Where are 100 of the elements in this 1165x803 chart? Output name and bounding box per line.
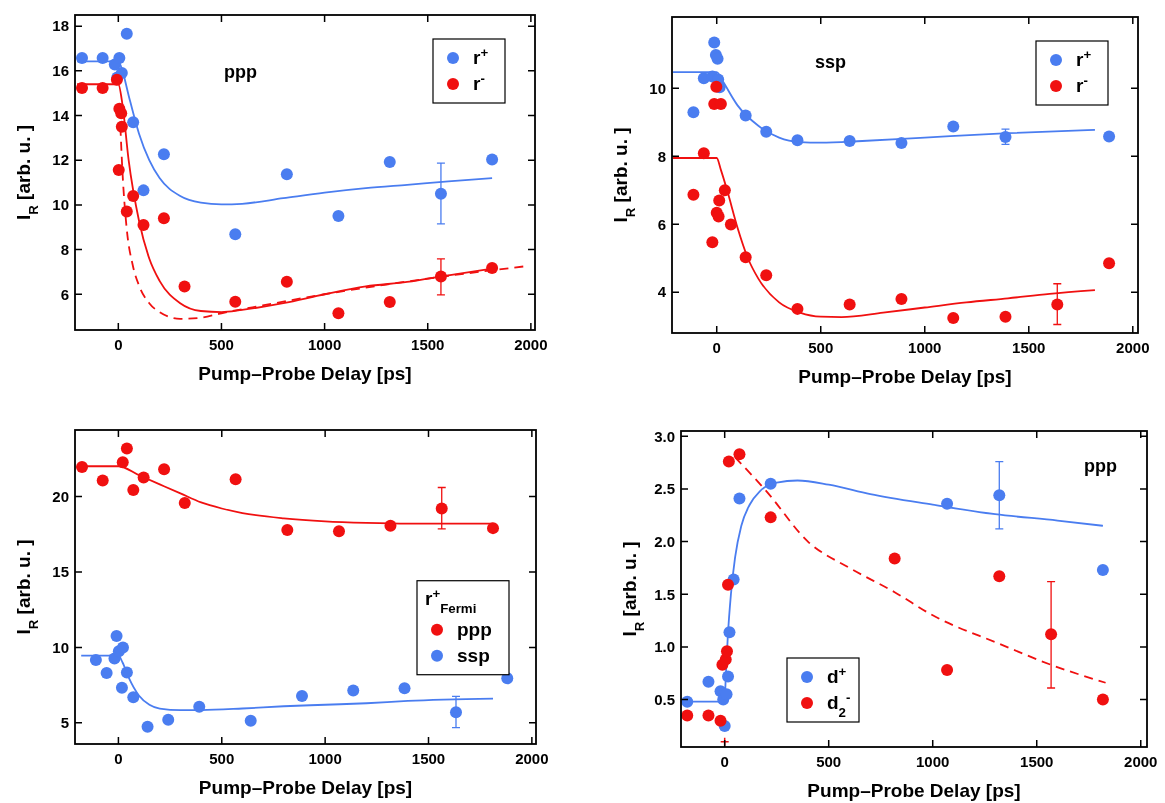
y-tick-label: 8 (657, 147, 666, 165)
point (141, 720, 154, 733)
point (702, 709, 715, 722)
point (281, 524, 294, 537)
point (280, 275, 293, 288)
x-tick-label: 1000 (908, 339, 942, 356)
y-tick-label: 12 (52, 151, 69, 169)
point (718, 184, 731, 197)
point (178, 496, 191, 509)
point (384, 519, 397, 532)
point (687, 188, 700, 201)
point (229, 295, 242, 308)
point (1103, 257, 1116, 270)
point (487, 522, 499, 535)
point (999, 310, 1012, 323)
point (895, 137, 908, 150)
point (708, 36, 721, 49)
point (722, 670, 735, 683)
y-tick-label: 8 (60, 240, 69, 258)
point (76, 52, 89, 65)
y-tick-label: 10 (649, 79, 666, 97)
point (116, 456, 129, 469)
y-tick-label: 10 (52, 196, 69, 214)
point (733, 492, 746, 505)
point (157, 212, 170, 225)
point (229, 228, 242, 241)
point (791, 134, 804, 147)
point (158, 463, 171, 476)
point (295, 689, 308, 702)
point (244, 714, 257, 727)
point (89, 653, 102, 666)
point (722, 455, 735, 468)
legend-label: r$^{+}$ (473, 44, 489, 68)
point (100, 666, 113, 679)
point (76, 82, 89, 95)
x-tick-label: 0 (114, 336, 123, 353)
point (843, 298, 856, 311)
x-tick-label: 1000 (916, 753, 950, 770)
point (739, 109, 752, 122)
legend-label: d$^{+}$ (827, 663, 847, 687)
x-tick-label: 2000 (1116, 339, 1150, 356)
point (702, 675, 715, 688)
point (733, 448, 746, 461)
point (178, 280, 191, 293)
point (941, 664, 954, 677)
x-tick-label: 1500 (411, 336, 445, 353)
point (127, 691, 140, 704)
point (706, 236, 719, 249)
y-tick-label: 3.0 (654, 427, 675, 445)
x-tick-label: 1500 (1012, 339, 1046, 356)
y-tick-label: 18 (52, 17, 69, 35)
point (112, 164, 125, 177)
point (760, 125, 773, 138)
point (791, 302, 804, 315)
point (486, 153, 499, 166)
point (435, 502, 448, 515)
point (120, 27, 133, 40)
point (193, 700, 206, 713)
y-tick-label: 16 (52, 62, 69, 80)
point (115, 681, 128, 694)
point (722, 578, 735, 591)
point (681, 709, 694, 722)
point (137, 471, 150, 484)
x-tick-label: 500 (816, 753, 842, 770)
point (115, 120, 128, 133)
point (764, 511, 777, 524)
point (347, 684, 360, 697)
point (947, 312, 960, 325)
point (162, 713, 175, 726)
legend-label: r$^{+}$ (1076, 46, 1092, 70)
point (486, 262, 499, 275)
point (1096, 564, 1109, 577)
point (332, 210, 345, 223)
point (714, 714, 727, 727)
y-tick-label: 20 (52, 487, 69, 505)
point (127, 189, 140, 202)
legend-label: ssp (457, 644, 490, 666)
point (947, 120, 960, 133)
point (120, 442, 133, 455)
point (332, 525, 345, 538)
y-tick-label: 6 (60, 285, 69, 303)
point (383, 156, 396, 168)
point (434, 270, 447, 283)
point (895, 293, 908, 306)
point (280, 168, 293, 181)
point (434, 187, 447, 200)
point (383, 296, 396, 309)
x-tick-label: 1000 (307, 336, 342, 353)
point (712, 210, 725, 223)
point (96, 52, 109, 65)
y-tick-label: 2.5 (654, 480, 675, 498)
x-tick-label: 1500 (1020, 753, 1054, 770)
x-tick-label: 2000 (1124, 753, 1158, 770)
legend-label: r$^{-}$ (1076, 72, 1088, 96)
point (739, 251, 752, 264)
point (137, 219, 150, 231)
legend-label: r$^{-}$ (473, 70, 485, 94)
point (96, 474, 109, 487)
x-tick-label: 500 (209, 750, 235, 767)
point (713, 194, 726, 207)
